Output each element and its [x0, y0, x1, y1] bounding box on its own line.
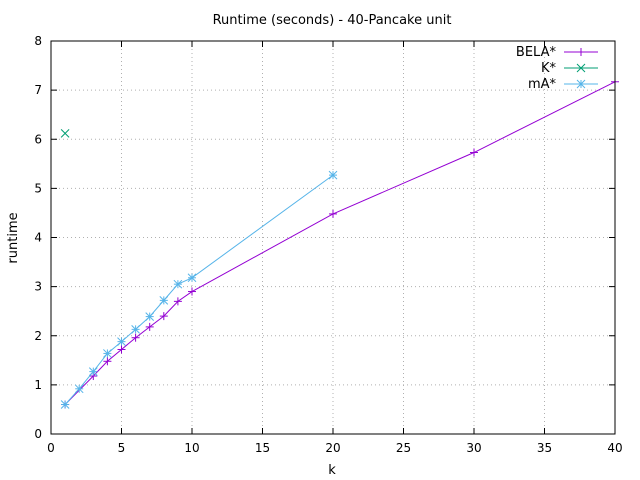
- data-point-bela: [103, 357, 112, 366]
- y-tick-label: 8: [34, 34, 42, 48]
- legend-marker-ma: [576, 79, 586, 89]
- y-tick-label: 2: [34, 329, 42, 343]
- y-tick-label: 5: [34, 181, 42, 195]
- data-point-bela: [188, 287, 196, 296]
- x-tick-label: 15: [255, 441, 270, 455]
- data-point-bela: [131, 333, 140, 342]
- y-tick-label: 3: [34, 280, 42, 294]
- data-point-ma: [159, 296, 169, 305]
- data-point-ma: [103, 349, 112, 358]
- axis-ticks: 0 5 10 15 20 25 30 35 40 0 1 2 3 4 5 6 7 8: [34, 34, 622, 455]
- data-point-ma: [173, 279, 183, 289]
- series-line-ma: [64, 174, 334, 405]
- data-point-ma: [187, 273, 197, 283]
- legend-marker-bela: [577, 48, 585, 56]
- x-tick-label: 35: [537, 441, 552, 455]
- x-tick-label: 20: [325, 441, 340, 455]
- grid: [51, 41, 615, 434]
- x-tick-label: 5: [118, 441, 126, 455]
- chart-title: Runtime (seconds) - 40-Pancake unit: [213, 13, 452, 28]
- y-tick-label: 1: [34, 378, 42, 392]
- legend-label-bela: BELA*: [516, 45, 557, 60]
- x-tick-label: 10: [184, 441, 199, 455]
- data-point-ma: [74, 384, 84, 394]
- data-point-bela: [329, 209, 337, 218]
- legend-label-ma: mA*: [528, 77, 557, 92]
- data-point-ma: [88, 367, 98, 376]
- y-axis-label: runtime: [6, 212, 21, 263]
- data-point-bela: [159, 312, 168, 321]
- y-tick-label: 6: [34, 132, 42, 146]
- plot-frame: [50, 40, 616, 435]
- data-point-ma: [117, 337, 126, 346]
- x-tick-label: 30: [466, 441, 481, 455]
- data-point-bela: [470, 148, 478, 157]
- x-tick-label: 40: [607, 441, 622, 455]
- legend: BELA*K*mA*: [516, 45, 598, 92]
- data-point-bela: [117, 345, 126, 354]
- series-line-bela: [64, 81, 616, 405]
- x-tick-label: 0: [47, 441, 55, 455]
- x-axis-label: k: [328, 463, 336, 478]
- legend-marker-k: [576, 63, 586, 73]
- legend-label-k: K*: [541, 61, 557, 76]
- y-tick-label: 7: [34, 83, 42, 97]
- data-point-ma: [131, 325, 140, 334]
- data-point-ma: [60, 400, 70, 409]
- x-tick-label: 25: [396, 441, 411, 455]
- data-point-ma: [328, 170, 338, 180]
- data-point-bela: [145, 322, 154, 331]
- y-tick-label: 0: [34, 427, 42, 441]
- series-layer: [60, 77, 619, 409]
- data-point-bela: [173, 297, 182, 306]
- data-point-k: [60, 129, 70, 138]
- y-tick-label: 4: [34, 231, 42, 245]
- data-point-ma: [145, 312, 155, 321]
